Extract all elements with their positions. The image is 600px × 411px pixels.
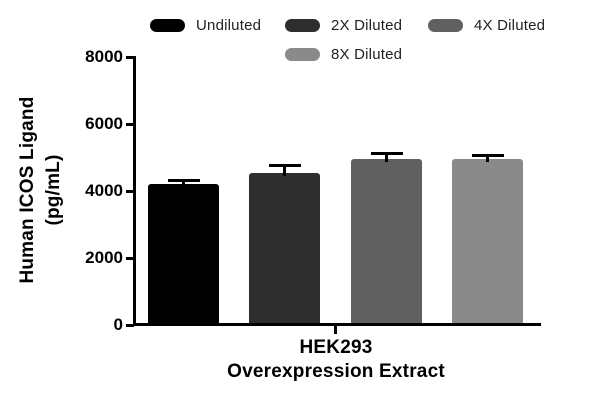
y-axis-tick: [126, 256, 134, 260]
legend-swatch-4x-diluted: [428, 18, 463, 32]
bar-8x-diluted: [452, 159, 523, 323]
error-bar-cap-undiluted: [167, 178, 200, 182]
y-axis-tick: [126, 122, 134, 126]
legend-item-8x-diluted: 8X Diluted: [285, 45, 403, 63]
error-bar-line-4x-diluted: [385, 153, 388, 163]
x-axis-tick: [334, 326, 337, 334]
y-tick-label: 4000: [85, 181, 123, 200]
x-axis-title-line2: Overexpression Extract: [227, 361, 445, 382]
error-bar-line-undiluted: [182, 180, 185, 188]
legend-item-2x-diluted: 2X Diluted: [285, 16, 403, 34]
error-bar-line-2x-diluted: [283, 166, 286, 176]
legend-label-undiluted: Undiluted: [196, 16, 262, 34]
y-tick-label: 8000: [85, 47, 123, 66]
legend-item-undiluted: Undiluted: [150, 16, 262, 34]
y-axis-line: [133, 56, 136, 326]
bar-undiluted: [148, 184, 219, 323]
legend-label-2x-diluted: 2X Diluted: [331, 16, 403, 34]
y-axis-tick: [126, 189, 134, 193]
bar-2x-diluted: [249, 172, 320, 323]
x-axis-line: [133, 323, 541, 326]
error-bar-cap-8x-diluted: [471, 153, 504, 157]
legend-swatch-8x-diluted: [285, 47, 320, 61]
legend-swatch-2x-diluted: [285, 18, 320, 32]
x-axis-title: HEK293 Overexpression Extract: [136, 336, 536, 384]
error-bar-line-8x-diluted: [486, 155, 489, 163]
bar-4x-diluted: [351, 159, 422, 323]
x-axis-title-line1: HEK293: [299, 337, 373, 358]
legend-label-4x-diluted: 4X Diluted: [474, 16, 546, 34]
error-bar-cap-2x-diluted: [268, 164, 301, 168]
y-axis-tick: [126, 323, 134, 327]
y-tick-label: 6000: [85, 114, 123, 133]
legend-swatch-undiluted: [150, 18, 185, 32]
y-axis-tick: [126, 55, 134, 59]
y-tick-label: 2000: [85, 248, 123, 267]
error-bar-cap-4x-diluted: [370, 151, 403, 155]
legend-label-8x-diluted: 8X Diluted: [331, 45, 403, 63]
y-tick-label: 0: [113, 315, 123, 334]
legend-item-4x-diluted: 4X Diluted: [428, 16, 546, 34]
y-axis-title-line1: Human ICOS Ligand: [17, 96, 38, 284]
